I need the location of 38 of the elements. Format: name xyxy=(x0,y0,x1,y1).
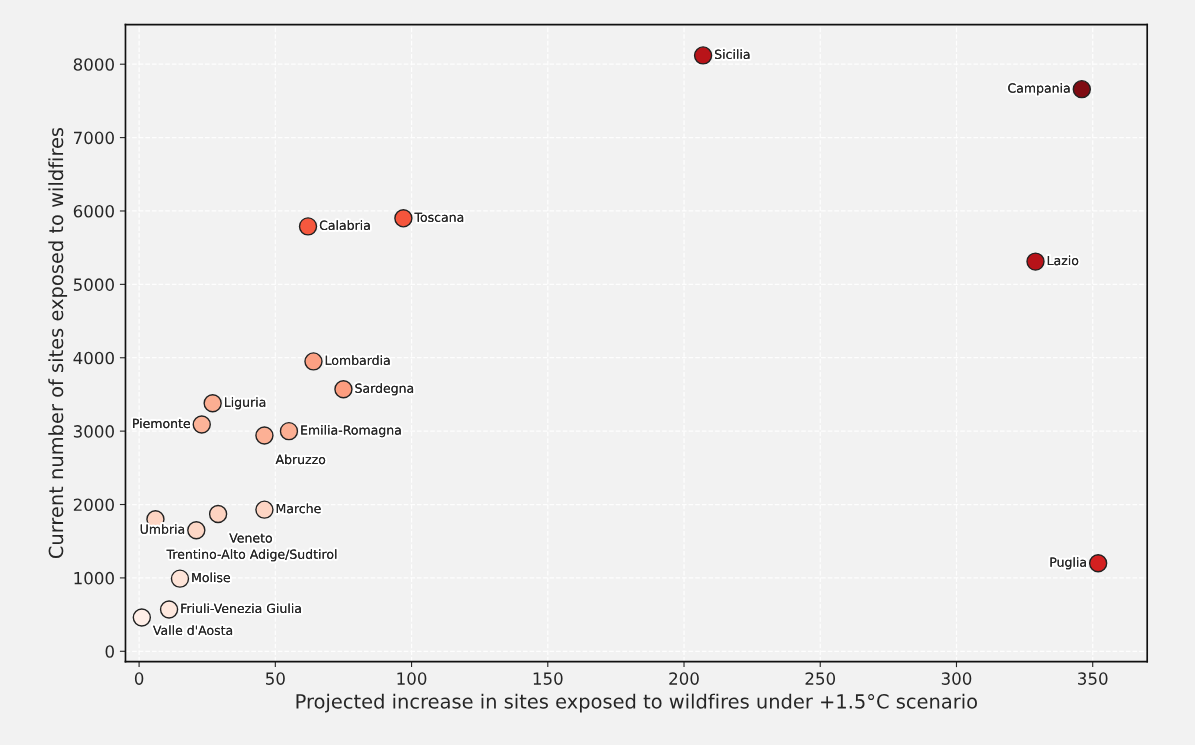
annotation: Sardegna xyxy=(355,383,414,396)
y-tick-label: 0 xyxy=(105,645,114,658)
annotation: Abruzzo xyxy=(275,454,326,465)
x-tick-label: 200 xyxy=(669,672,699,685)
y-tick-label: 4000 xyxy=(73,351,114,365)
y-tick-label: 6000 xyxy=(73,204,114,218)
annotation: Toscana xyxy=(414,212,464,222)
y-tick-label: 5000 xyxy=(73,278,114,291)
annotation: Veneto xyxy=(229,533,272,543)
x-tick-label: 0 xyxy=(134,672,144,685)
annotation: Piemonte xyxy=(133,418,190,429)
annotation: Valle d'Aosta xyxy=(153,625,233,636)
y-tick-label: 2000 xyxy=(73,498,114,512)
annotation: Molise xyxy=(192,572,230,583)
annotation: Trentino-Alto Adige/Sudtirol xyxy=(166,549,337,562)
y-tick-label: 8000 xyxy=(73,58,114,71)
x-tick-label: 350 xyxy=(1078,672,1108,685)
annotation: Calabria xyxy=(319,220,370,231)
x-tick-label: 300 xyxy=(941,672,972,685)
annotation: Umbria xyxy=(140,524,185,534)
annotation: Friuli-Venezia Giulia xyxy=(181,603,301,614)
annotation: Emilia-Romagna xyxy=(301,425,401,438)
annotation: Puglia xyxy=(1050,557,1086,570)
x-tick-label: 100 xyxy=(397,672,427,685)
annotation: Lombardia xyxy=(325,355,390,366)
annotation: Campania xyxy=(1008,83,1070,96)
y-tick-label: 3000 xyxy=(73,425,114,438)
y-tick-label: 7000 xyxy=(74,131,114,145)
annotation: Marche xyxy=(276,503,321,514)
annotation: Sicilia xyxy=(715,49,750,60)
annotation: Liguria xyxy=(225,397,266,410)
x-tick-label: 50 xyxy=(266,672,285,685)
y-tick-label: 1000 xyxy=(74,571,114,585)
x-axis-title: Projected increase in sites exposed to wildfires under +1.5°C scenario xyxy=(296,693,977,713)
x-tick-label: 150 xyxy=(533,672,563,685)
x-tick-label: 250 xyxy=(805,672,836,685)
y-axis-title: Current number of sites exposed to wildfires xyxy=(48,127,68,559)
annotation: Lazio xyxy=(1047,255,1079,266)
